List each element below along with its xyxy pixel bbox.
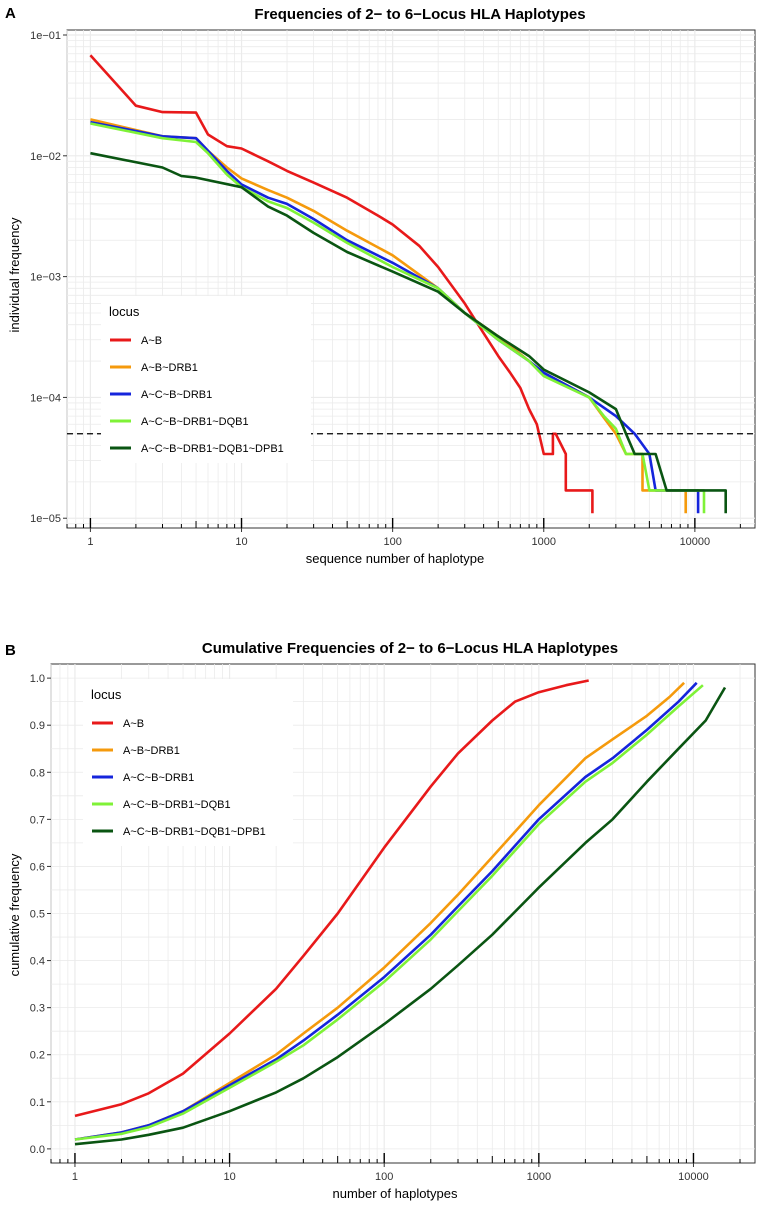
panel-b-y-tick-label: 0.6 — [30, 861, 45, 873]
panel-b-y-tick-label: 0.9 — [30, 720, 45, 732]
panel-a-x-tick-label: 1 — [87, 536, 93, 548]
panel-b-y-tick-label: 0.2 — [30, 1050, 45, 1062]
panel-a-xlabel: sequence number of haplotype — [306, 551, 485, 566]
panel-a-legend-label-2: A~B~DRB1 — [141, 362, 198, 374]
panel-a-legend-label-1: A~B — [141, 335, 162, 347]
panel-a-series-line-5 — [90, 151, 727, 514]
panel-a-legend-box — [101, 296, 311, 463]
panel-a-y-tick-label: 1e−03 — [30, 272, 61, 284]
panel-a-x-tick-label: 10 — [235, 536, 247, 548]
panel-a-legend-label-4: A~C~B~DRB1~DQB1 — [141, 416, 249, 428]
panel-b-legend-label-5: A~C~B~DRB1~DQB1~DPB1 — [123, 826, 266, 838]
panel-a-y-tick-label: 1e−04 — [30, 392, 61, 404]
panel-a-y-tick-label: 1e−02 — [30, 151, 61, 163]
panel-b-legend-label-3: A~C~B~DRB1 — [123, 772, 194, 784]
panel-b-series-line-5 — [74, 686, 727, 1146]
panel-b-series-line-4 — [74, 684, 704, 1141]
panel-b-x-tick-label: 100 — [375, 1171, 393, 1183]
panel-a-x-tick-label: 1000 — [532, 536, 556, 548]
panel-a-ylabel: individual frequency — [7, 217, 22, 332]
panel-a-title: Frequencies of 2− to 6−Locus HLA Haploty… — [254, 6, 585, 23]
panel-b-ylabel: cumulative frequency — [7, 853, 22, 976]
panel-a-plot: 1e−05 1e−04 1e−03 1e−02 1e−01 1 10 100 1000 10000… — [30, 29, 756, 548]
panel-b-series-line-1 — [74, 679, 589, 1118]
panel-b-legend-label-1: A~B — [123, 718, 144, 730]
panel-b-plot: 0.0 0.1 0.2 0.3 0.4 0.5 0.6 0.7 0.8 0.9 1.0 1 10 100 1… — [30, 663, 756, 1183]
panel-a-legend-label-5: A~C~B~DRB1~DQB1~DPB1 — [141, 443, 284, 455]
panel-b-legend-title: locus — [91, 687, 122, 702]
panel-b-y-tick-label: 1.0 — [30, 673, 45, 685]
panel-b-y-tick-label: 0.0 — [30, 1144, 45, 1156]
panel-b-x-tick-label: 10000 — [678, 1171, 709, 1183]
panel-a-x-tick-label: 10000 — [680, 536, 711, 548]
panel-a-legend-title: locus — [109, 304, 140, 319]
panel-a-legend-label-3: A~C~B~DRB1 — [141, 389, 212, 401]
panel-b-y-tick-label: 0.7 — [30, 814, 45, 826]
panel-b-xlabel: number of haplotypes — [332, 1186, 458, 1201]
panel-b-y-tick-label: 0.1 — [30, 1097, 45, 1109]
panel-b-legend-label-4: A~C~B~DRB1~DQB1 — [123, 799, 231, 811]
panel-b-x-tick-label: 10 — [223, 1171, 235, 1183]
panel-b-y-tick-label: 0.4 — [30, 956, 45, 968]
panel-a-x-tick-label: 100 — [383, 536, 401, 548]
panel-b-legend-box — [83, 679, 293, 846]
panel-a-y-tick-label: 1e−01 — [30, 30, 61, 42]
panel-b-letter: B — [5, 642, 16, 659]
panel-b-y-tick-label: 0.8 — [30, 767, 45, 779]
panel-a-series-line-1 — [89, 54, 594, 514]
panel-b-y-tick-label: 0.3 — [30, 1003, 45, 1015]
panel-b-title: Cumulative Frequencies of 2− to 6−Locus … — [202, 640, 618, 657]
panel-b-series-line-3 — [74, 681, 698, 1141]
panel-a-letter: A — [5, 5, 16, 22]
panel-a-y-tick-label: 1e−05 — [30, 513, 61, 525]
panel-b-legend-label-2: A~B~DRB1 — [123, 745, 180, 757]
panel-b-y-tick-label: 0.5 — [30, 909, 45, 921]
panel-b-x-tick-label: 1 — [72, 1171, 78, 1183]
panel-b-x-tick-label: 1000 — [527, 1171, 551, 1183]
panel-a-series-line-4 — [90, 122, 706, 514]
